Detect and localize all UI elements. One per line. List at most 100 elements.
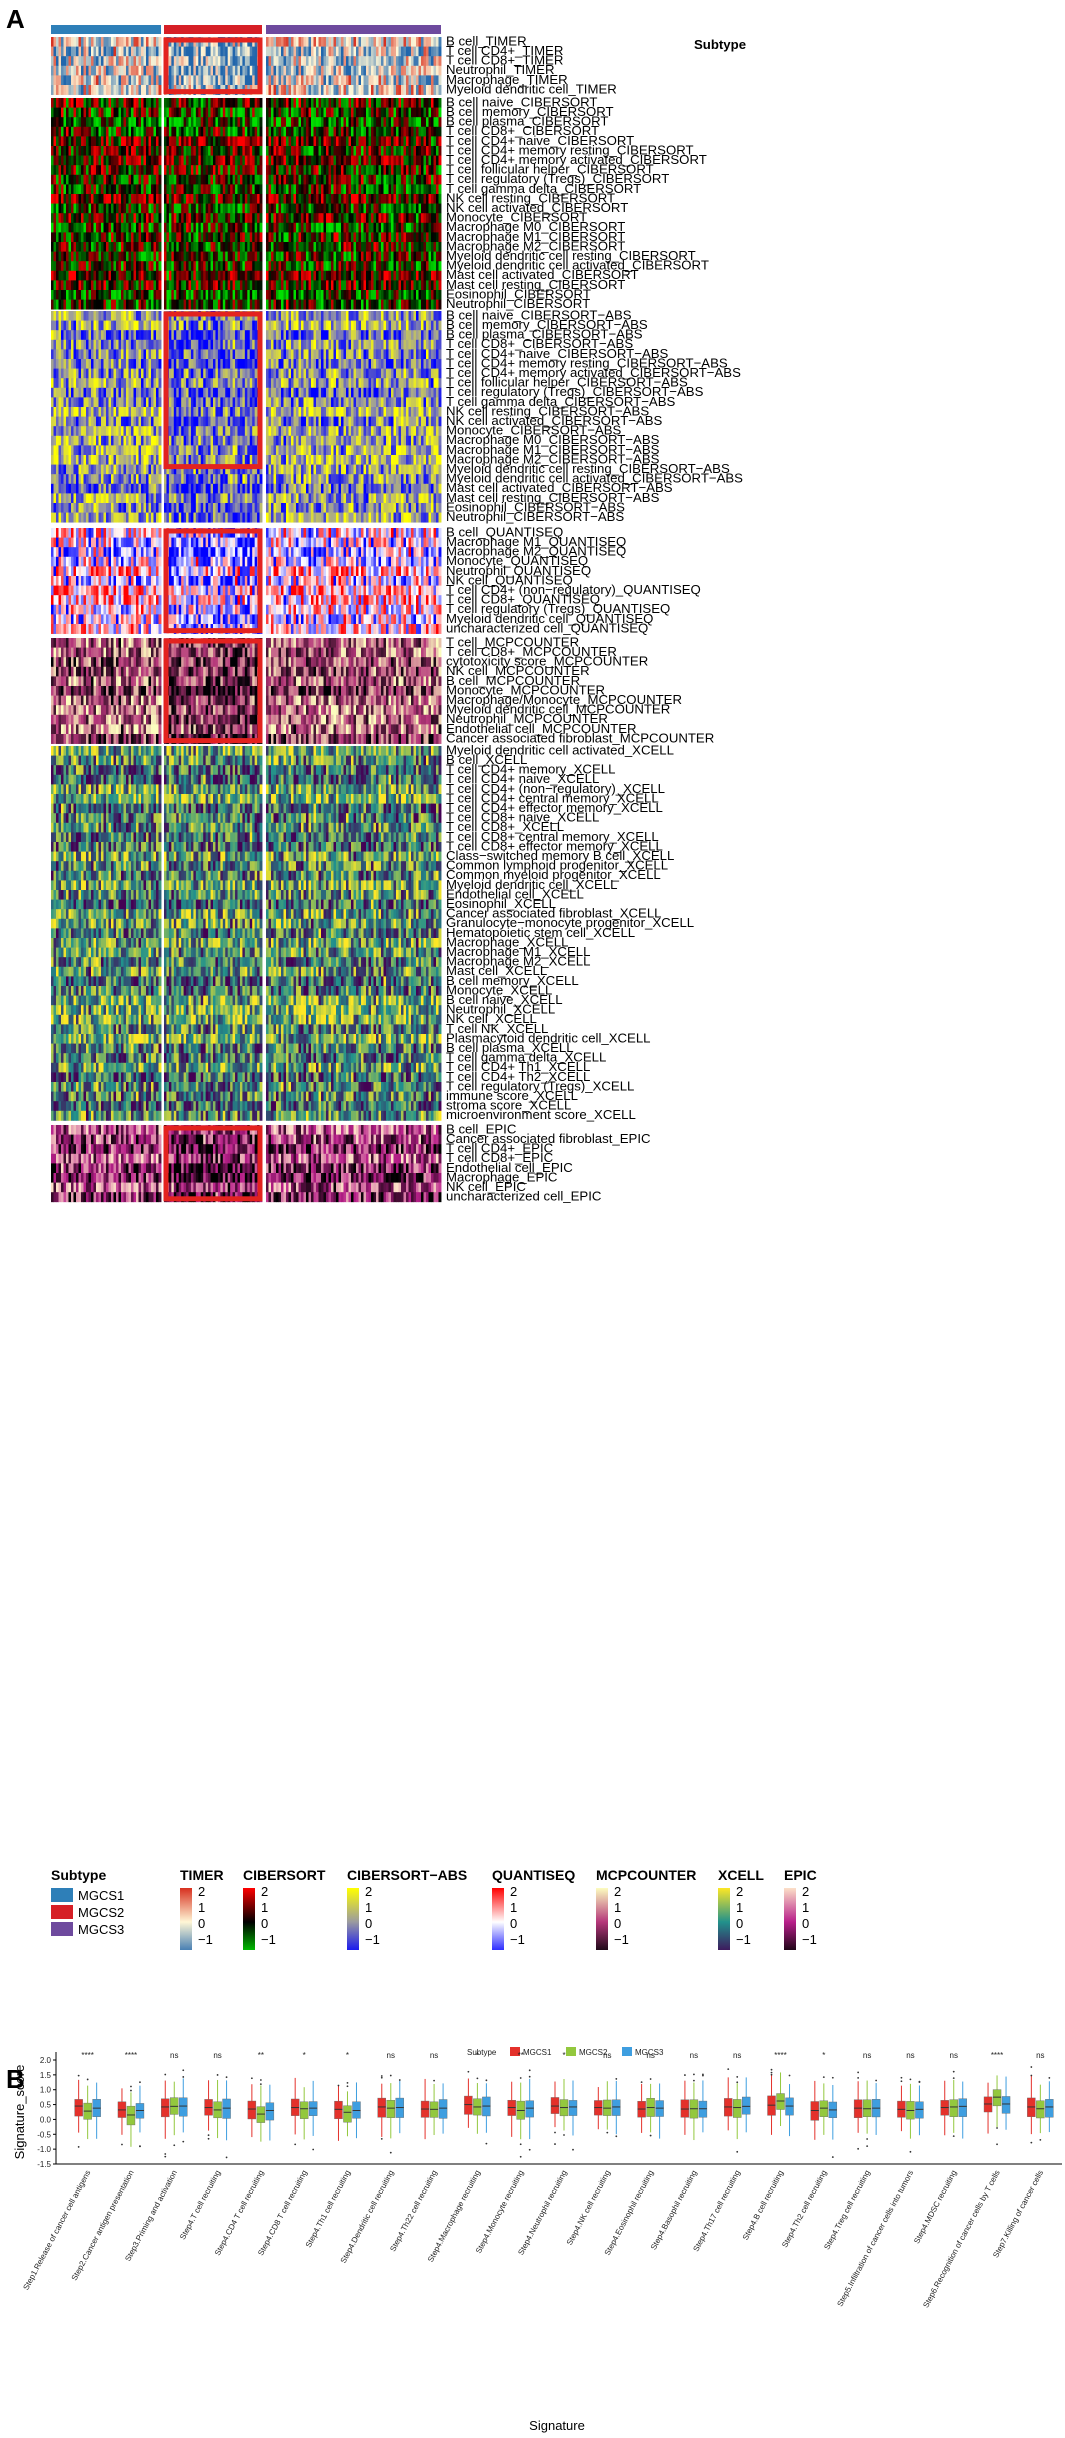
heatmap-row-label: Macrophage M2_CIBERSORT — [446, 238, 625, 253]
heatmap-row-label: T cell CD8+_CIBERSORT−ABS — [446, 336, 633, 351]
significance-label: **** — [991, 2051, 1003, 2060]
heatmap-row-label: Endothelial cell_MCPCOUNTER — [446, 721, 637, 736]
box-mgcs2 — [83, 2078, 92, 2140]
x-category-label: Step3.Priming and activation — [123, 2169, 179, 2263]
heatmap-row-label: T cell gamma delta_XCELL — [446, 1050, 606, 1065]
legend-color-bar — [243, 1888, 255, 1950]
heatmap-row-label: Mast cell activated_CIBERSORT−ABS — [446, 480, 673, 495]
significance-label: * — [346, 2051, 349, 2060]
heatmap-row-label: B cell memory_CIBERSORT−ABS — [446, 317, 648, 332]
heatmap-row-label: T cell CD4+ memory activated_CIBERSORT−A… — [446, 365, 741, 380]
heatmap-row-label: Neutrophil_QUANTISEQ — [446, 563, 591, 578]
subtype-bar-mgcs1 — [51, 25, 161, 34]
box-mgcs1 — [117, 2088, 127, 2146]
box-mgcs2 — [213, 2074, 222, 2139]
heatmap-row-label: NK cell_XCELL — [446, 1011, 537, 1026]
heatmap-row-label: B cell_EPIC — [446, 1121, 517, 1136]
box-mgcs1 — [550, 2081, 560, 2145]
heatmap-row-label: T cell follicular helper_CIBERSORT−ABS — [446, 375, 688, 390]
significance-label: ** — [258, 2051, 264, 2060]
heatmap-row-label: T cell gamma delta_CIBERSORT — [446, 181, 641, 196]
legend-tick-label: −1 — [198, 1932, 213, 1947]
x-category-label: Step4.Neutrophil recruiting — [516, 2169, 568, 2257]
y-tick-label: 1.5 — [40, 2071, 52, 2080]
heatmap-row-label: T cell CD8+_QUANTISEQ — [446, 592, 600, 607]
x-category-label: Step4.CD8 T cell recruiting — [256, 2169, 309, 2257]
heatmap-row-label: T cell CD8+_TIMER — [446, 53, 563, 68]
box-legend-label: MGCS2 — [579, 2048, 608, 2057]
box-mgcs1 — [637, 2081, 646, 2133]
heatmap-row-label: T cell CD4+ effector memory_XCELL — [446, 800, 663, 815]
significance-label: **** — [81, 2051, 93, 2060]
heatmap-row-label: Monocyte_MCPCOUNTER — [446, 682, 605, 697]
box-mgcs1 — [1027, 2066, 1036, 2144]
legend-color-bar — [718, 1888, 730, 1950]
legend-tick-label: 2 — [736, 1884, 743, 1899]
subtype-annotation-bar — [51, 25, 441, 34]
heatmap-row-label: Eosinophil_XCELL — [446, 896, 556, 911]
heatmap-row-label: T cell regulatory (Tregs)_CIBERSORT — [446, 171, 669, 186]
box-mgcs2 — [689, 2073, 699, 2141]
heatmap-row-label: B cell memory_CIBERSORT — [446, 104, 614, 119]
heatmap-row-label: Mast cell_XCELL — [446, 963, 547, 978]
y-tick-label: 0.5 — [40, 2101, 52, 2110]
legend-scale-title: QUANTISEQ — [492, 1867, 575, 1883]
heatmap-row-label: T cell CD4+ naive_CIBERSORT−ABS — [446, 346, 669, 361]
heatmap-row-label: Macrophage M0_CIBERSORT−ABS — [446, 432, 660, 447]
heatmap-row-label: Mast cell resting_CIBERSORT−ABS — [446, 490, 660, 505]
legend-tick-label: 2 — [198, 1884, 205, 1899]
legend-tick-label: −2 — [802, 1948, 817, 1950]
significance-label: ns — [690, 2051, 698, 2060]
x-category-label: Step4.Th22 cell recruiting — [388, 2169, 439, 2253]
subtype-bar-mgcs3 — [266, 25, 441, 34]
legend-tick-label: 0 — [802, 1916, 809, 1931]
heatmap-row-label: Macrophage_EPIC — [446, 1169, 558, 1184]
heatmap-row-label: B cell_MCPCOUNTER — [446, 673, 580, 688]
heatmap-row-label: Neutrophil_TIMER — [446, 62, 554, 77]
heatmap-row-label: NK cell_QUANTISEQ — [446, 572, 573, 587]
significance-label: **** — [774, 2051, 786, 2060]
box-mgcs1 — [377, 2075, 386, 2140]
legend-scale-title: EPIC — [784, 1867, 817, 1883]
heatmap-row-label: Macrophage M2_XCELL — [446, 954, 590, 969]
heatmap-row-label: Mast cell resting_CIBERSORT — [446, 277, 625, 292]
heatmap-row-label: Neutrophil_MCPCOUNTER — [446, 711, 608, 726]
x-category-label: Step4.T cell recruiting — [178, 2169, 222, 2241]
box-mgcs2 — [170, 2081, 179, 2147]
box-mgcs2 — [473, 2077, 482, 2134]
box-mgcs1 — [724, 2068, 733, 2131]
box-mgcs2 — [1036, 2084, 1045, 2141]
legend-tick-label: −1 — [802, 1932, 817, 1947]
legend-tick-label: 2 — [365, 1884, 372, 1899]
box-mgcs1 — [983, 2082, 993, 2134]
heatmap-row-label: Eosinophil_CIBERSORT — [446, 286, 591, 301]
x-category-label: Step4.Monocyte recruiting — [474, 2169, 526, 2255]
box-mgcs2 — [603, 2081, 612, 2134]
x-category-label: Step4.Treg cell recruiting — [822, 2169, 872, 2251]
heatmap-row-label: Neutrophil_XCELL — [446, 1002, 555, 1017]
legend-tick-label: −2 — [510, 1948, 525, 1950]
heatmap-row-label: Eosinophil_CIBERSORT−ABS — [446, 499, 625, 514]
box-mgcs1 — [290, 2077, 300, 2146]
legend-tick-label: 0 — [510, 1916, 517, 1931]
box-legend-swatch — [622, 2047, 632, 2056]
legend-tick-label: 0 — [365, 1916, 372, 1931]
box-mgcs1 — [334, 2084, 343, 2141]
box-mgcs3 — [352, 2082, 361, 2139]
legend-tick-label: 2 — [261, 1884, 268, 1899]
significance-label: * — [303, 2051, 306, 2060]
legend-tick-label: −2 — [736, 1948, 751, 1950]
significance-label: ns — [646, 2051, 654, 2060]
box-mgcs3 — [135, 2081, 145, 2148]
panel-label-b: B — [6, 2064, 25, 2094]
box-mgcs3 — [742, 2077, 751, 2133]
heatmap-row-label: Macrophage M1_XCELL — [446, 944, 590, 959]
box-mgcs1 — [204, 2080, 213, 2140]
box-mgcs2 — [776, 2072, 785, 2127]
y-tick-label: 0.0 — [40, 2115, 52, 2124]
